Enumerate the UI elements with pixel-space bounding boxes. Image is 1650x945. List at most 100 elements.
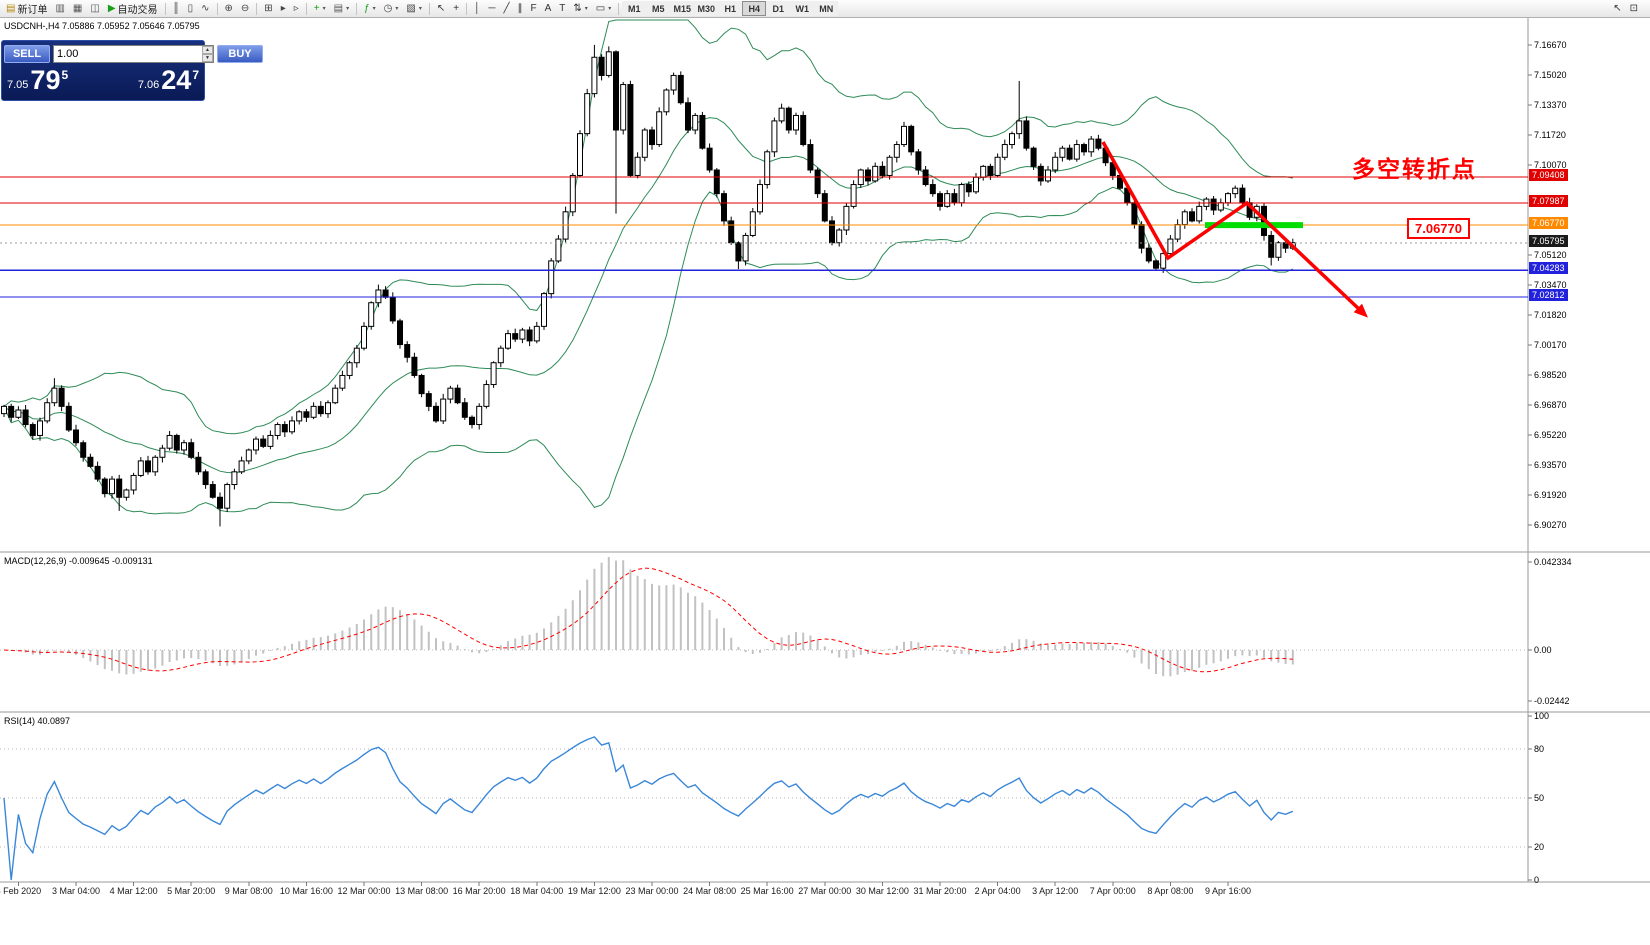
chevron-down-icon: ▾ xyxy=(418,6,422,12)
toolbar-right-group: ↖ ⊡ xyxy=(1609,1,1642,16)
price-tick: 7.16670 xyxy=(1534,40,1567,51)
price-tick: 6.91920 xyxy=(1534,490,1567,501)
arrows-tool-icon: ⇅ xyxy=(573,2,582,14)
chevron-down-icon: ▾ xyxy=(395,6,399,12)
turning-point-annotation[interactable]: 多空转折点 xyxy=(1352,156,1477,182)
toolbar-separator xyxy=(216,2,218,15)
periods-button[interactable]: ◷ ▾ xyxy=(380,1,403,16)
new-order-button[interactable]: ▤ 新订单 xyxy=(2,1,51,16)
new-order-icon: ▤ xyxy=(6,2,16,14)
price-tick: 7.13370 xyxy=(1534,100,1567,111)
level-price-label: 7.09408 xyxy=(1529,169,1568,182)
price-tick: 7.10070 xyxy=(1534,160,1567,171)
chevron-down-icon: ▾ xyxy=(584,6,588,12)
time-label: 9 Mar 08:00 xyxy=(224,886,273,896)
profiles-button[interactable]: ▤ ▾ xyxy=(330,1,353,16)
timeframe-mn-button[interactable]: MN xyxy=(814,1,839,16)
price-tick: 7.00170 xyxy=(1534,340,1567,351)
channel-tool-icon: ∥ xyxy=(517,2,523,14)
current-price-label: 7.05795 xyxy=(1529,234,1568,247)
bar-chart-type-button[interactable]: ║ xyxy=(169,1,184,16)
text-label-tool-button[interactable]: T xyxy=(555,1,569,16)
arrows-tool-button[interactable]: ⇅ ▾ xyxy=(569,1,591,16)
time-label: 13 Mar 08:00 xyxy=(395,886,449,896)
text-tool-button[interactable]: A xyxy=(541,1,556,16)
tile-windows-button[interactable]: ⊞ xyxy=(260,1,276,16)
time-label: 18 Mar 04:00 xyxy=(510,886,564,896)
time-label: 4 Mar 12:00 xyxy=(109,886,158,896)
zoom-box-button[interactable]: ⊡ xyxy=(1626,1,1642,16)
auto-trading-button[interactable]: ▶ 自动交易 xyxy=(104,1,162,16)
chart-window-icon: ▥ xyxy=(55,2,65,14)
navigator-icon: ◫ xyxy=(90,2,100,14)
fibonacci-tool-button[interactable]: F xyxy=(526,1,540,16)
time-label: 10 Mar 16:00 xyxy=(279,886,333,896)
trade-panel-controls: SELL ▲ ▼ BUY xyxy=(2,41,263,64)
shapes-tool-icon: ▭ xyxy=(595,2,606,14)
timeframe-w1-button[interactable]: W1 xyxy=(790,1,815,16)
buy-button[interactable]: BUY xyxy=(217,44,263,63)
volume-increase-button[interactable]: ▲ xyxy=(202,45,213,54)
timeframe-h4-button[interactable]: H4 xyxy=(742,1,767,16)
timeframe-d1-button[interactable]: D1 xyxy=(766,1,791,16)
time-label: 7 Apr 00:00 xyxy=(1089,886,1136,896)
new-chart-button[interactable]: + ▾ xyxy=(310,1,330,16)
trade-panel-prices: 7.05 79 5 7.06 24 7 xyxy=(2,64,204,96)
time-label: 30 Mar 12:00 xyxy=(855,886,909,896)
volume-field[interactable]: ▲ ▼ xyxy=(53,44,214,63)
templates-button[interactable]: ▧ ▾ xyxy=(402,1,425,16)
timeframe-m5-button[interactable]: M5 xyxy=(646,1,671,16)
zoom-out-button[interactable]: ⊖ xyxy=(237,1,253,16)
shapes-tool-button[interactable]: ▭ ▾ xyxy=(592,1,615,16)
time-label: 25 Mar 16:00 xyxy=(740,886,794,896)
horizontal-line-tool-button[interactable]: ─ xyxy=(484,1,499,16)
vertical-line-tool-button[interactable]: │ xyxy=(470,1,484,16)
rsi-axis-tick: 100 xyxy=(1534,711,1550,721)
auto-scroll-button[interactable]: ▸ xyxy=(277,1,290,16)
volume-input[interactable] xyxy=(54,45,202,62)
time-label: 16 Mar 20:00 xyxy=(452,886,506,896)
cursor-pointer-button[interactable]: ↖ xyxy=(1609,1,1625,16)
rsi-axis-tick: 0 xyxy=(1534,875,1540,885)
buy-price-pip: 7 xyxy=(192,68,199,82)
price-tick: 7.15020 xyxy=(1534,70,1567,81)
time-label: 31 Mar 20:00 xyxy=(913,886,967,896)
price-callout-label[interactable]: 7.06770 xyxy=(1407,218,1470,239)
crosshair-tool-button[interactable]: + xyxy=(449,1,463,16)
timeframe-m1-button[interactable]: M1 xyxy=(622,1,647,16)
navigator-button[interactable]: ◫ xyxy=(86,1,103,16)
channel-tool-button[interactable]: ∥ xyxy=(513,1,526,16)
cursor-tool-button[interactable]: ↖ xyxy=(433,1,449,16)
rsi-axis-tick: 80 xyxy=(1534,743,1545,754)
line-chart-type-button[interactable]: ∿ xyxy=(197,1,213,16)
zoom-in-button[interactable]: ⊕ xyxy=(221,1,237,16)
cursor-tool-icon: ↖ xyxy=(436,2,446,14)
chart-shift-button[interactable]: ▹ xyxy=(290,1,303,16)
chart-window-button[interactable]: ▥ xyxy=(51,1,68,16)
timeframe-h1-button[interactable]: H1 xyxy=(718,1,743,16)
time-label: 8 Feb 2020 xyxy=(0,886,42,896)
market-watch-button[interactable]: ▦ xyxy=(69,1,86,16)
macd-axis-tick: -0.02442 xyxy=(1534,695,1570,706)
new-order-label: 新订单 xyxy=(17,5,48,16)
candlestick-type-button[interactable]: ▯ xyxy=(184,1,198,16)
buy-price-display: 7.06 24 7 xyxy=(138,64,199,96)
price-tick: 6.93570 xyxy=(1534,460,1567,471)
macd-axis-tick: 0.00 xyxy=(1534,645,1552,655)
time-label: 3 Apr 12:00 xyxy=(1032,886,1079,896)
volume-decrease-button[interactable]: ▼ xyxy=(202,53,213,62)
macd-indicator-label: MACD(12,26,9) -0.009645 -0.009131 xyxy=(4,556,153,566)
macd-axis-tick: 0.042334 xyxy=(1534,556,1572,567)
indicators-button[interactable]: ƒ ▾ xyxy=(360,1,380,16)
trendline-tool-button[interactable]: ╱ xyxy=(499,1,513,16)
timeframe-m15-button[interactable]: M15 xyxy=(670,1,695,16)
timeframe-m30-button[interactable]: M30 xyxy=(694,1,719,16)
sell-price-prefix: 7.05 xyxy=(7,79,29,91)
sell-button[interactable]: SELL xyxy=(4,44,50,63)
templates-icon: ▧ xyxy=(406,2,416,14)
